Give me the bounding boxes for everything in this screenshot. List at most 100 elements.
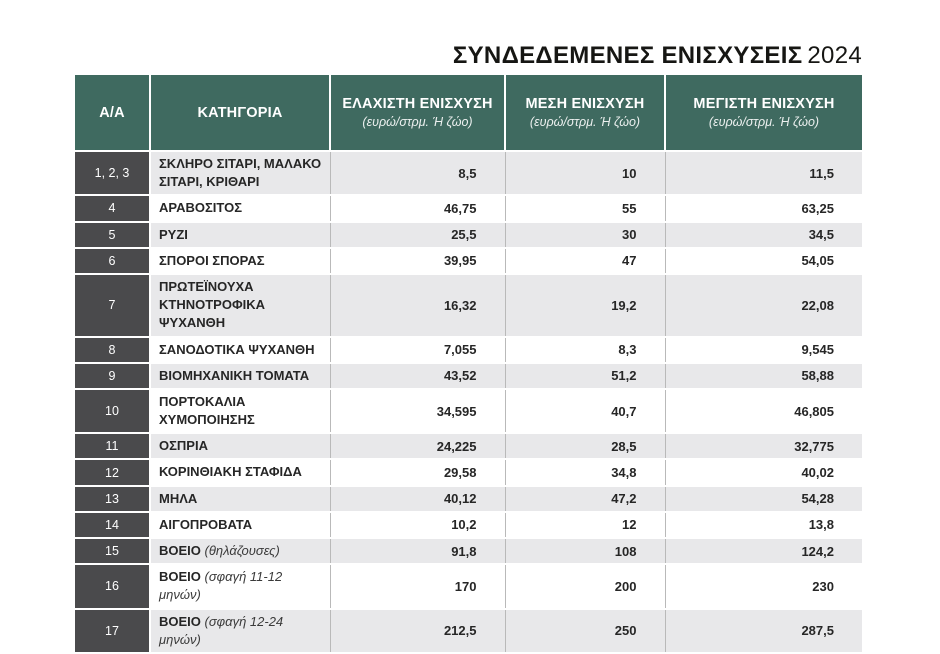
min-value-cell: 16,32 bbox=[330, 273, 506, 338]
max-value-cell: 32,775 bbox=[665, 433, 862, 461]
row-category-cell: ΜΗΛΑ bbox=[150, 485, 331, 513]
page: ΣΥΝΔΕΔΕΜΕΝΕΣ ΕΝΙΣΧΥΣΕΙΣ 2024 Α/Α ΚΑΤΗΓΟΡΙ… bbox=[75, 42, 862, 654]
table-row: 1, 2, 3 ΣΚΛΗΡΟ ΣΙΤΑΡΙ, ΜΑΛΑΚΟ ΣΙΤΑΡΙ, ΚΡΙ… bbox=[75, 151, 862, 197]
min-value-cell: 10,2 bbox=[330, 511, 506, 540]
row-index-cell: 5 bbox=[75, 221, 151, 249]
max-value-cell: 124,2 bbox=[665, 538, 862, 566]
subsidies-table: Α/Α ΚΑΤΗΓΟΡΙΑ ΕΛΑΧΙΣΤΗ ΕΝΙΣΧΥΣΗ (ευρώ/στ… bbox=[75, 75, 862, 654]
category-label: ΠΡΩΤΕΪΝΟΥΧΑ ΚΤΗΝΟΤΡΟΦΙΚΑ ΨΥΧΑΝΘΗ bbox=[159, 278, 265, 331]
avg-value-cell: 51,2 bbox=[505, 362, 666, 390]
min-value-cell: 212,5 bbox=[330, 608, 506, 654]
table-body: 1, 2, 3 ΣΚΛΗΡΟ ΣΙΤΑΡΙ, ΜΑΛΑΚΟ ΣΙΤΑΡΙ, ΚΡΙ… bbox=[75, 151, 862, 654]
table-row: 8 ΣΑΝΟΔΟΤΙΚΑ ΨΥΧΑΝΘΗ 7,055 8,3 9,545 bbox=[75, 336, 862, 364]
row-index-cell: 7 bbox=[75, 273, 151, 338]
page-title: ΣΥΝΔΕΔΕΜΕΝΕΣ ΕΝΙΣΧΥΣΕΙΣ 2024 bbox=[75, 42, 862, 70]
row-category-cell: ΡΥΖΙ bbox=[150, 221, 331, 249]
category-label: ΒΟΕΙΟ bbox=[159, 613, 201, 629]
max-value-cell: 58,88 bbox=[665, 362, 862, 390]
row-category-cell: ΠΟΡΤΟΚΑΛΙΑ ΧΥΜΟΠΟΙΗΣΗΣ bbox=[150, 388, 331, 435]
max-value-cell: 230 bbox=[665, 564, 862, 610]
row-category-cell: ΣΚΛΗΡΟ ΣΙΤΑΡΙ, ΜΑΛΑΚΟ ΣΙΤΑΡΙ, ΚΡΙΘΑΡΙ bbox=[150, 151, 331, 197]
header-sub: (ευρώ/στρμ. Ή ζώο) bbox=[529, 115, 641, 129]
row-index-cell: 16 bbox=[75, 564, 151, 610]
category-label: ΣΑΝΟΔΟΤΙΚΑ ΨΥΧΑΝΘΗ bbox=[159, 341, 315, 357]
header-cell-max: ΜΕΓΙΣΤΗ ΕΝΙΣΧΥΣΗ (ευρώ/στρμ. Ή ζώο) bbox=[665, 75, 862, 152]
max-value-cell: 40,02 bbox=[665, 459, 862, 487]
min-value-cell: 91,8 bbox=[330, 538, 506, 566]
category-label: ΚΟΡΙΝΘΙΑΚΗ ΣΤΑΦΙΔΑ bbox=[159, 464, 302, 480]
min-value-cell: 170 bbox=[330, 564, 506, 610]
min-value-cell: 25,5 bbox=[330, 221, 506, 249]
min-value-cell: 46,75 bbox=[330, 195, 506, 223]
row-index-cell: 4 bbox=[75, 195, 151, 223]
category-label: ΠΟΡΤΟΚΑΛΙΑ ΧΥΜΟΠΟΙΗΣΗΣ bbox=[159, 393, 255, 428]
row-category-cell: ΒΟΕΙΟ (σφαγή 12-24 μηνών) bbox=[150, 608, 331, 654]
header-sub: (ευρώ/στρμ. Ή ζώο) bbox=[708, 115, 820, 129]
category-label: ΑΡΑΒΟΣΙΤΟΣ bbox=[159, 200, 243, 216]
row-category-cell: ΠΡΩΤΕΪΝΟΥΧΑ ΚΤΗΝΟΤΡΟΦΙΚΑ ΨΥΧΑΝΘΗ bbox=[150, 273, 331, 338]
row-category-cell: ΚΟΡΙΝΘΙΑΚΗ ΣΤΑΦΙΔΑ bbox=[150, 459, 331, 487]
table-row: 12 ΚΟΡΙΝΘΙΑΚΗ ΣΤΑΦΙΔΑ 29,58 34,8 40,02 bbox=[75, 459, 862, 487]
row-category-cell: ΣΠΟΡΟΙ ΣΠΟΡΑΣ bbox=[150, 247, 331, 275]
row-category-cell: ΒΙΟΜΗΧΑΝΙΚΗ ΤΟΜΑΤΑ bbox=[150, 362, 331, 390]
header-cell-min: ΕΛΑΧΙΣΤΗ ΕΝΙΣΧΥΣΗ (ευρώ/στρμ. Ή ζώο) bbox=[330, 75, 506, 152]
table-row: 9 ΒΙΟΜΗΧΑΝΙΚΗ ΤΟΜΑΤΑ 43,52 51,2 58,88 bbox=[75, 362, 862, 390]
min-value-cell: 24,225 bbox=[330, 433, 506, 461]
table-row: 14 ΑΙΓΟΠΡΟΒΑΤΑ 10,2 12 13,8 bbox=[75, 511, 862, 540]
avg-value-cell: 19,2 bbox=[505, 273, 666, 338]
min-value-cell: 40,12 bbox=[330, 485, 506, 513]
table-row: 17 ΒΟΕΙΟ (σφαγή 12-24 μηνών) 212,5 250 287,5 bbox=[75, 608, 862, 654]
max-value-cell: 54,28 bbox=[665, 485, 862, 513]
avg-value-cell: 28,5 bbox=[505, 433, 666, 461]
table-row: 11 ΟΣΠΡΙΑ 24,225 28,5 32,775 bbox=[75, 433, 862, 461]
min-value-cell: 8,5 bbox=[330, 151, 506, 197]
min-value-cell: 43,52 bbox=[330, 362, 506, 390]
header-cell-avg: ΜΕΣΗ ΕΝΙΣΧΥΣΗ (ευρώ/στρμ. Ή ζώο) bbox=[505, 75, 666, 152]
avg-value-cell: 8,3 bbox=[505, 336, 666, 364]
max-value-cell: 46,805 bbox=[665, 388, 862, 435]
row-category-cell: ΟΣΠΡΙΑ bbox=[150, 433, 331, 461]
max-value-cell: 9,545 bbox=[665, 336, 862, 364]
table-row: 4 ΑΡΑΒΟΣΙΤΟΣ 46,75 55 63,25 bbox=[75, 195, 862, 223]
row-index-cell: 6 bbox=[75, 247, 151, 275]
category-note: (σφαγή 11-12 μηνών) bbox=[159, 569, 283, 603]
row-index-cell: 11 bbox=[75, 433, 151, 461]
title-main: ΣΥΝΔΕΔΕΜΕΝΕΣ ΕΝΙΣΧΥΣΕΙΣ bbox=[452, 42, 803, 69]
header-sub: (ευρώ/στρμ. Ή ζώο) bbox=[362, 115, 473, 129]
avg-value-cell: 34,8 bbox=[505, 459, 666, 487]
max-value-cell: 287,5 bbox=[665, 608, 862, 654]
max-value-cell: 54,05 bbox=[665, 247, 862, 275]
header-label: ΜΕΣΗ ΕΝΙΣΧΥΣΗ bbox=[525, 96, 645, 112]
row-index-cell: 9 bbox=[75, 362, 151, 390]
row-index-cell: 13 bbox=[75, 485, 151, 513]
table-row: 6 ΣΠΟΡΟΙ ΣΠΟΡΑΣ 39,95 47 54,05 bbox=[75, 247, 862, 275]
min-value-cell: 39,95 bbox=[330, 247, 506, 275]
category-label: ΣΚΛΗΡΟ ΣΙΤΑΡΙ, ΜΑΛΑΚΟ ΣΙΤΑΡΙ, ΚΡΙΘΑΡΙ bbox=[159, 156, 322, 190]
avg-value-cell: 47 bbox=[505, 247, 666, 275]
table-row: 15 ΒΟΕΙΟ (θηλάζουσες) 91,8 108 124,2 bbox=[75, 538, 862, 566]
row-category-cell: ΑΡΑΒΟΣΙΤΟΣ bbox=[150, 195, 331, 223]
category-label: ΣΠΟΡΟΙ ΣΠΟΡΑΣ bbox=[159, 252, 265, 268]
min-value-cell: 29,58 bbox=[330, 459, 506, 487]
category-label: ΒΟΕΙΟ bbox=[159, 569, 201, 585]
category-label: ΒΙΟΜΗΧΑΝΙΚΗ ΤΟΜΑΤΑ bbox=[159, 367, 310, 383]
avg-value-cell: 30 bbox=[505, 221, 666, 249]
table-row: 10 ΠΟΡΤΟΚΑΛΙΑ ΧΥΜΟΠΟΙΗΣΗΣ 34,595 40,7 46,805 bbox=[75, 388, 862, 435]
row-index-cell: 1, 2, 3 bbox=[75, 151, 151, 197]
header-row: Α/Α ΚΑΤΗΓΟΡΙΑ ΕΛΑΧΙΣΤΗ ΕΝΙΣΧΥΣΗ (ευρώ/στ… bbox=[75, 75, 862, 152]
category-label: ΡΥΖΙ bbox=[159, 226, 188, 242]
category-note: (θηλάζουσες) bbox=[200, 543, 280, 558]
header-label: ΕΛΑΧΙΣΤΗ ΕΝΙΣΧΥΣΗ bbox=[342, 96, 493, 112]
row-index-cell: 12 bbox=[75, 459, 151, 487]
row-index-cell: 14 bbox=[75, 511, 151, 540]
category-label: ΒΟΕΙΟ bbox=[159, 543, 201, 558]
header-label: Α/Α bbox=[99, 104, 125, 121]
row-index-cell: 17 bbox=[75, 608, 151, 654]
row-index-cell: 10 bbox=[75, 388, 151, 435]
table-row: 5 ΡΥΖΙ 25,5 30 34,5 bbox=[75, 221, 862, 249]
table-row: 16 ΒΟΕΙΟ (σφαγή 11-12 μηνών) 170 200 230 bbox=[75, 564, 862, 610]
header-label: ΚΑΤΗΓΟΡΙΑ bbox=[197, 104, 283, 121]
header-cell-category: ΚΑΤΗΓΟΡΙΑ bbox=[150, 75, 331, 152]
table-row: 7 ΠΡΩΤΕΪΝΟΥΧΑ ΚΤΗΝΟΤΡΟΦΙΚΑ ΨΥΧΑΝΘΗ 16,32 19… bbox=[75, 273, 862, 338]
row-index-cell: 15 bbox=[75, 538, 151, 566]
